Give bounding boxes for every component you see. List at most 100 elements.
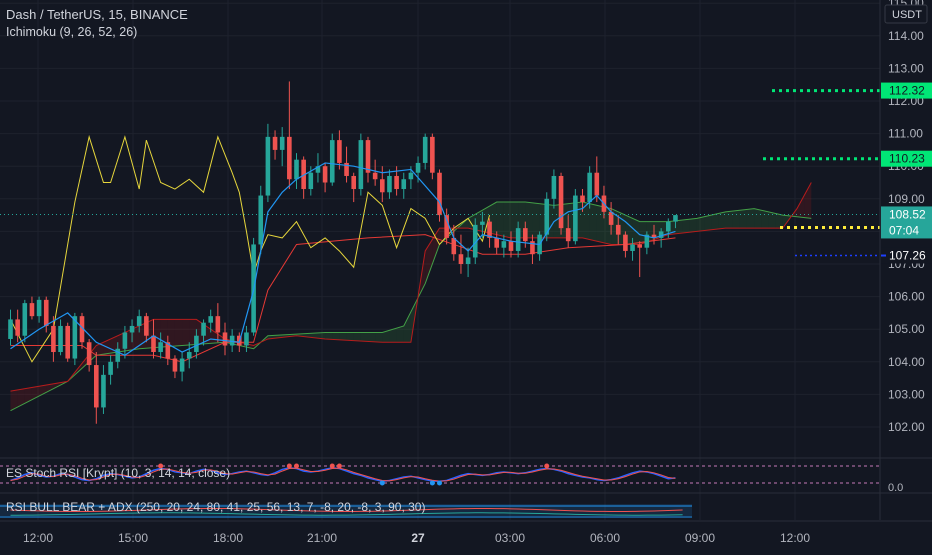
cloud-segment	[696, 216, 705, 232]
cloud-segment	[96, 342, 104, 356]
candle-body	[623, 234, 628, 251]
candle-body	[422, 136, 428, 163]
cloud-segment	[732, 210, 740, 229]
cloud-segment	[167, 319, 175, 347]
candle-body	[208, 316, 213, 323]
stoch-overbought-dot	[544, 463, 550, 469]
x-tick-label: 06:00	[590, 531, 620, 545]
stoch-rsi-label[interactable]: ES Stoch RSI [Krypt] (10, 3, 14, 14, clo…	[6, 466, 231, 480]
candle-body	[337, 140, 342, 163]
symbol-title[interactable]: Dash / TetherUS, 15, BINANCE	[6, 7, 188, 22]
candle-body	[387, 175, 392, 193]
cloud-segment	[754, 208, 762, 229]
candle-body	[658, 231, 664, 238]
currency-box	[884, 4, 928, 24]
stoch-tick-label: 0.0	[888, 482, 903, 494]
price-level-tag	[881, 82, 932, 99]
candle-body	[365, 140, 371, 173]
y-tick-label: 111.00	[888, 127, 923, 141]
candle-body	[151, 335, 156, 353]
tenkan-sen-line	[10, 162, 676, 356]
candle-body	[344, 162, 349, 176]
cloud-segment	[460, 218, 469, 229]
candle-body	[494, 237, 499, 248]
candle-body	[244, 332, 249, 346]
cloud-segment	[746, 208, 755, 229]
cloud-segment	[389, 328, 397, 343]
candle-body	[501, 241, 507, 248]
cloud-segment	[382, 330, 390, 343]
candle-body	[608, 211, 614, 225]
cloud-segment	[596, 205, 604, 243]
price-level-tag	[881, 247, 932, 264]
cloud-segment	[403, 311, 411, 343]
candle-body	[308, 172, 314, 190]
candle-body	[115, 348, 121, 362]
x-tick-label: 12:00	[23, 531, 53, 545]
cloud-segment	[46, 383, 54, 393]
y-tick-label: 113.00	[888, 61, 924, 75]
x-tick-label: 27	[411, 531, 425, 545]
cloud-segment	[682, 219, 690, 234]
candle-body	[294, 159, 299, 180]
stoch-k-line	[10, 466, 676, 483]
last-price-countdown: 07:04	[889, 223, 919, 237]
x-tick-label: 09:00	[685, 531, 715, 545]
y-tick-label: 109.00	[888, 192, 925, 206]
candle-body	[51, 325, 56, 353]
candle-body	[265, 136, 271, 196]
y-tick-label: 103.00	[888, 387, 925, 401]
cloud-segment	[797, 195, 805, 218]
cloud-segment	[368, 332, 376, 342]
cloud-segment	[375, 332, 383, 343]
cloud-segment	[360, 332, 368, 342]
candle-body	[666, 221, 671, 232]
senkou-span-b-line	[10, 182, 812, 392]
candle-body	[437, 172, 442, 216]
candle-body	[8, 319, 13, 339]
price-level-value: 107.26	[889, 249, 926, 263]
candle-body	[222, 332, 228, 346]
adx-line	[10, 512, 683, 516]
cloud-segment	[346, 332, 354, 341]
chikou-span-line	[10, 134, 491, 363]
rsi-adx-label[interactable]: RSI BULL BEAR + ADX (250, 20, 24, 80, 41…	[6, 500, 426, 514]
cloud-segment	[704, 215, 712, 231]
x-tick-label: 15:00	[118, 531, 148, 545]
candle-body	[472, 224, 478, 258]
y-tick-label: 106.00	[888, 290, 925, 304]
last-price-tag	[881, 206, 932, 239]
candle-body	[594, 172, 600, 196]
candle-body	[458, 254, 464, 264]
candle-body	[358, 140, 364, 190]
candle-body	[394, 175, 399, 190]
candle-body	[86, 342, 92, 366]
candle-body	[615, 224, 621, 235]
cloud-segment	[503, 202, 511, 238]
candle-body	[136, 316, 142, 326]
candle-body	[94, 365, 99, 408]
candle-body	[129, 325, 135, 333]
price-level-tag	[881, 150, 932, 167]
candle-body	[58, 325, 63, 353]
cloud-segment	[804, 182, 812, 219]
candle-body	[186, 352, 192, 359]
x-tick-label: 12:00	[780, 531, 810, 545]
candle-body	[515, 228, 521, 251]
y-tick-label: 105.00	[888, 322, 925, 336]
stoch-overbought-dot	[286, 463, 292, 469]
candle-body	[158, 342, 163, 353]
candle-body	[380, 179, 385, 193]
cloud-segment	[718, 211, 726, 229]
ichimoku-label[interactable]: Ichimoku (9, 26, 52, 26)	[6, 25, 138, 39]
cloud-segment	[332, 332, 340, 340]
candle-body	[43, 299, 49, 326]
candle-body	[587, 172, 592, 203]
candle-body	[372, 172, 378, 180]
stoch-oversold-dot	[429, 480, 435, 486]
candle-body	[65, 325, 70, 359]
stoch-oversold-dot	[437, 480, 442, 486]
cloud-segment	[725, 211, 733, 229]
